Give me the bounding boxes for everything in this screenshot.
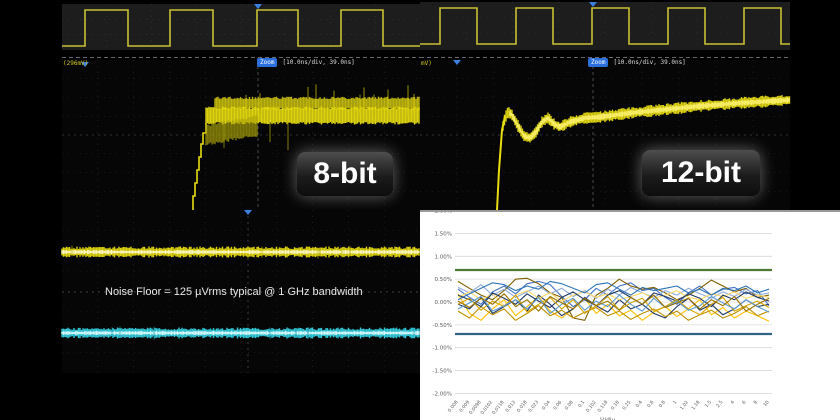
series-run-03 — [457, 277, 770, 321]
x-tick-label: 6 — [741, 399, 748, 405]
x-tick-label: 0.04 — [541, 399, 552, 411]
noise-floor-traces — [0, 210, 420, 373]
x-tick-label: 0.013 — [504, 399, 517, 413]
gain-error-plot: 2.00% 1.50% 1.00% 0.50% 0.00% -0.50% -1.00% -1.… — [433, 210, 772, 416]
series-run-11 — [457, 294, 770, 314]
x-tick-label: 0.008 — [447, 399, 460, 413]
x-tick-label: 0.06 — [552, 399, 563, 411]
series-run-08 — [457, 305, 770, 321]
bit-depth-badge-12bit: 12-bit — [642, 150, 760, 196]
y-tick-label: -1.00% — [433, 346, 452, 352]
x-tick-label: 1.18 — [690, 399, 701, 411]
bit-depth-badge-8bit: 8-bit — [297, 152, 393, 196]
scope-12bit-panel: mV) Zoom [10.0ns/div, 39.0ns] 12-bit — [420, 0, 840, 210]
zoom-timebase-label: [10.0ns/div, 39.0ns] — [613, 59, 686, 66]
x-tick-label: 0.102 — [585, 399, 598, 413]
y-tick-label: -1.50% — [433, 369, 452, 375]
x-tick-label: 2.5 — [715, 399, 724, 409]
y-tick-label: 1.50% — [435, 231, 452, 237]
x-tick-label: 0.4 — [635, 399, 644, 409]
zoom-badge: Zoom — [257, 58, 278, 67]
noise-floor-panel: Noise Floor = 125 µVrms typical @ 1 GHz … — [0, 210, 420, 420]
x-tick-label: 0.018 — [516, 399, 529, 413]
x-tick-label: 1.02 — [679, 399, 690, 411]
y-tick-label: -0.50% — [433, 323, 452, 329]
x-axis-title: V/div — [600, 417, 615, 420]
x-tick-label: 8 — [753, 399, 760, 405]
series-run-02 — [457, 293, 770, 322]
gain-error-chart: 2.00% 1.50% 1.00% 0.50% 0.00% -0.50% -1.00% -1.… — [420, 210, 840, 420]
x-tick-label: 0.6 — [646, 399, 655, 409]
x-tick-label: 4 — [729, 399, 736, 405]
y-tick-label: 0.00% — [435, 300, 452, 306]
x-tick-label: 0.118 — [596, 399, 609, 413]
zoom-badge: Zoom — [588, 58, 609, 67]
series-run-07 — [457, 280, 770, 301]
x-tick-label: 1 — [672, 399, 679, 405]
y-tick-label: 2.00% — [435, 210, 452, 215]
x-tick-label: 10 — [762, 399, 770, 407]
x-tick-label: 0.1 — [577, 399, 586, 409]
y-tick-label: 1.00% — [435, 254, 452, 260]
y-tick-label: 0.50% — [435, 277, 452, 283]
scope-8bit-panel: (296mV) Zoom [10.0ns/div, 39.0ns] 8-bit — [0, 0, 420, 210]
chart-top-divider — [420, 210, 840, 212]
noise-floor-annotation: Noise Floor = 125 µVrms typical @ 1 GHz … — [105, 286, 363, 298]
channel-scale-label: mV) — [421, 60, 432, 67]
channel-scale-label: (296mV) — [63, 60, 89, 67]
y-tick-label: -2.00% — [433, 391, 452, 397]
x-tick-label: 0.18 — [610, 399, 621, 411]
x-tick-label: 0.023 — [527, 399, 540, 413]
x-tick-label: 0.08 — [564, 399, 575, 411]
zoom-timebase-label: [10.0ns/div, 39.0ns] — [282, 59, 355, 66]
x-tick-label: 0.8 — [658, 399, 667, 409]
scope-12bit-waveform — [420, 0, 840, 210]
x-tick-label: 1.5 — [704, 399, 713, 409]
x-tick-label: 0.0118 — [491, 399, 506, 415]
series-run-12 — [457, 293, 770, 312]
x-tick-label: 0.25 — [621, 399, 632, 411]
